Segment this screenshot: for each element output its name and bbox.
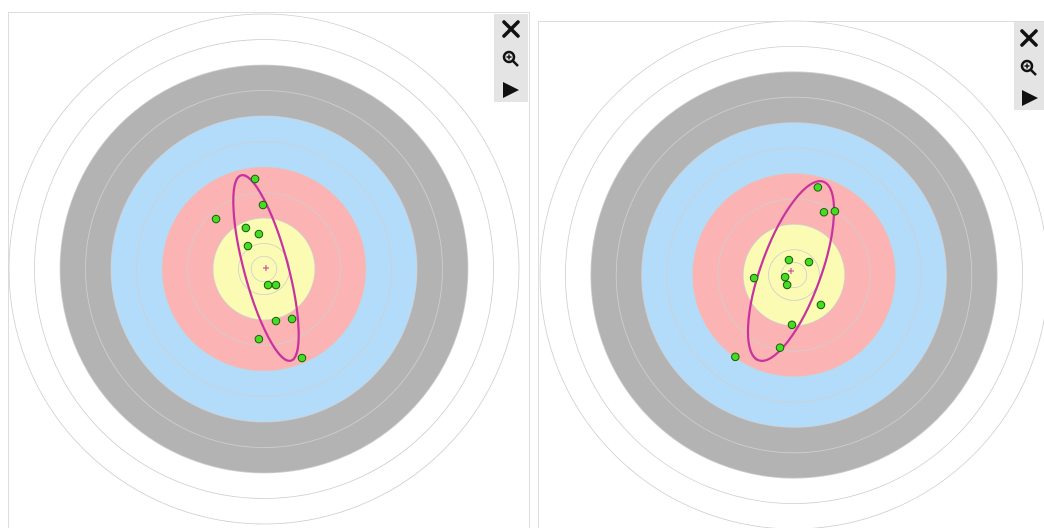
ring <box>238 243 290 295</box>
arrow-hit <box>271 316 281 326</box>
arrow-hit <box>287 314 297 324</box>
group-ellipse <box>746 180 836 362</box>
arrow-hit <box>211 214 221 224</box>
arrow-hit <box>297 353 307 363</box>
target-right <box>539 20 1044 528</box>
arrow-hit <box>749 273 759 283</box>
target-left <box>8 13 520 525</box>
arrow-hit <box>243 241 253 251</box>
x-ring <box>780 261 808 289</box>
ring <box>768 249 820 301</box>
arrow-hit <box>254 334 264 344</box>
toolbar <box>494 14 528 102</box>
arrow-hit <box>780 272 790 282</box>
group-center <box>263 265 269 271</box>
arrow-hit <box>804 257 814 267</box>
arrow-hit <box>241 223 251 233</box>
settings-button[interactable] <box>1020 29 1038 47</box>
play-button[interactable] <box>1022 90 1038 106</box>
toolbar <box>1014 22 1044 110</box>
settings-button[interactable] <box>502 20 520 38</box>
arrow-hit <box>775 343 785 352</box>
arrow-hit <box>254 229 264 239</box>
arrow-hit <box>263 280 273 290</box>
zoom-button[interactable] <box>502 50 519 67</box>
zoom-button[interactable] <box>1020 59 1037 76</box>
arrow-hit <box>784 255 794 265</box>
arrow-hit <box>813 183 823 192</box>
arrow-hit <box>731 352 740 362</box>
arrow-hit <box>819 207 829 217</box>
play-button[interactable] <box>503 82 519 98</box>
group-ellipse <box>232 173 300 363</box>
group-center <box>788 268 794 274</box>
arrow-hit <box>830 206 840 216</box>
arrow-hit <box>258 200 268 210</box>
arrow-hit <box>787 320 797 330</box>
arrow-hit <box>250 174 260 184</box>
arrow-hit <box>816 300 826 310</box>
arrow-hit <box>271 280 281 290</box>
arrow-hit <box>782 280 792 290</box>
x-ring <box>250 255 278 283</box>
